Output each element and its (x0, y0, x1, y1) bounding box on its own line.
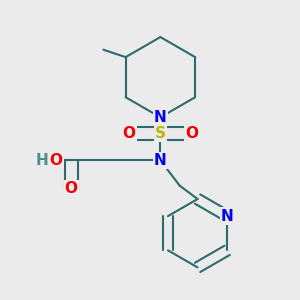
Text: N: N (154, 110, 167, 125)
Text: O: O (123, 126, 136, 141)
Text: O: O (185, 126, 198, 141)
Text: N: N (154, 153, 167, 168)
Text: N: N (221, 208, 233, 224)
Text: S: S (155, 126, 166, 141)
Text: H: H (35, 153, 48, 168)
Text: O: O (49, 153, 62, 168)
Text: O: O (65, 181, 78, 196)
